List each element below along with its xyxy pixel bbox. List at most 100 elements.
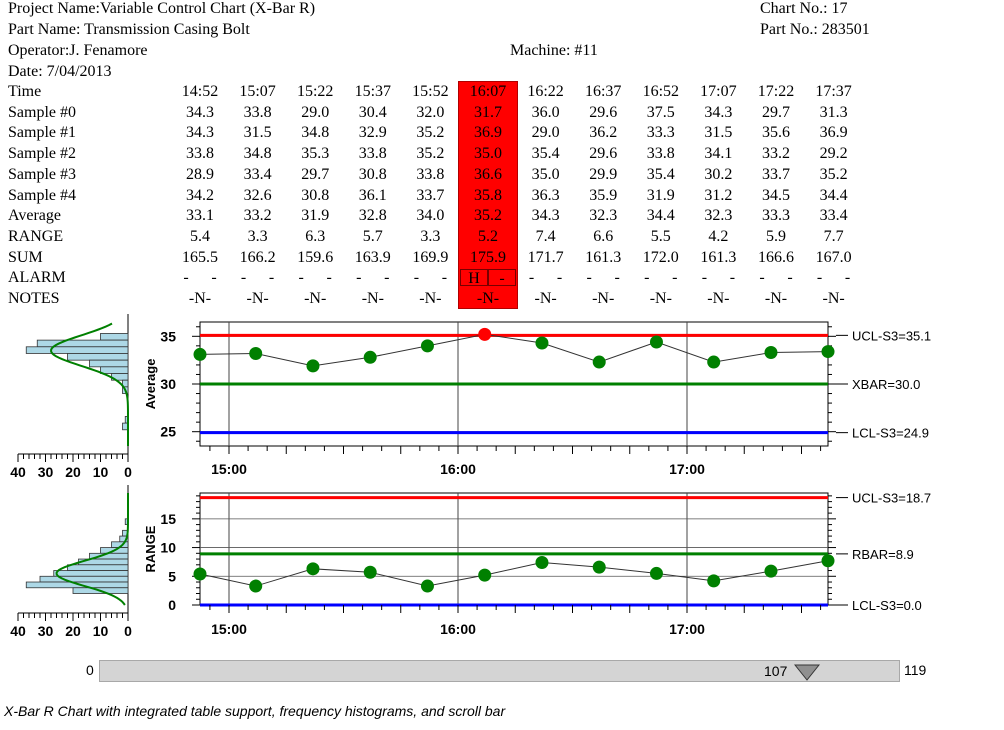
sample-cell: 34.8 (243, 145, 272, 163)
alarm-cell: - (268, 269, 275, 287)
normal-curve (50, 322, 129, 446)
data-point (478, 568, 492, 582)
time-cell: 15:22 (296, 83, 334, 100)
sample-cell: 30.2 (704, 165, 733, 183)
sample-cell: 29.0 (531, 124, 560, 142)
row-label: Average (8, 207, 61, 225)
scrollbar-thumb-triangle-icon[interactable] (794, 663, 820, 681)
row-label: Time (8, 83, 42, 100)
control-limit-label: RBAR=8.9 (852, 547, 914, 562)
histogram-axis-label: 10 (93, 464, 109, 480)
data-point (821, 554, 835, 568)
x-tick-label: 15:00 (211, 621, 247, 637)
time-cell: 16:52 (642, 83, 680, 100)
y-tick-label: 25 (160, 424, 176, 440)
control-limit-label: UCL-S3=18.7 (852, 491, 931, 506)
time-cell: 15:07 (239, 83, 276, 100)
alarm-cell: - (787, 269, 793, 287)
sample-cell: 33.3 (646, 124, 675, 142)
sample-cell: 35.6 (762, 124, 790, 142)
time-cell: 16:22 (527, 83, 564, 100)
data-point (649, 566, 663, 580)
histogram-axis-label: 0 (124, 623, 132, 639)
scrollbar[interactable]: 107 (99, 660, 900, 682)
x-tick-label: 17:00 (669, 461, 705, 477)
row-label: Sample #0 (8, 103, 76, 121)
alarm-cell: - (556, 269, 563, 287)
sample-cell: 35.4 (646, 165, 675, 183)
notes-cell: -N- (707, 290, 730, 307)
sample-cell: 29.9 (589, 165, 618, 183)
alarm-cell: - (644, 269, 650, 287)
sample-cell: 34.5 (762, 186, 790, 204)
histogram-bar (36, 339, 129, 348)
data-point (764, 564, 778, 578)
range-cell: 3.3 (420, 227, 441, 245)
alarm-cell: - (413, 269, 420, 287)
sum-cell: 175.9 (470, 248, 506, 266)
range-cell: 7.4 (535, 227, 556, 245)
alarm-cell: - (240, 269, 247, 287)
alarm-cell: - (729, 269, 736, 287)
notes-cell: -N- (361, 290, 384, 307)
data-point (707, 574, 721, 588)
sample-cell: 34.4 (819, 186, 848, 204)
sample-cell: 36.9 (474, 124, 502, 142)
sample-cell: 34.2 (186, 186, 214, 204)
sum-cell: 161.3 (700, 248, 737, 266)
scrollbar-max-label: 119 (904, 662, 927, 678)
control-limit-label: LCL-S3=0.0 (852, 598, 922, 613)
alarm-cell: - (211, 269, 217, 287)
machine: Machine: #11 (510, 42, 598, 59)
sample-cell: 32.9 (358, 124, 387, 142)
alarm-cell: - (298, 269, 304, 287)
row-label: Sample #4 (8, 186, 76, 204)
sample-cell: 32.0 (416, 103, 445, 121)
time-cell: 16:37 (584, 83, 622, 100)
sample-cell: 29.2 (819, 145, 848, 163)
sample-cell: 33.2 (762, 145, 790, 163)
notes-cell: -N- (649, 290, 672, 307)
data-point (649, 335, 663, 349)
time-cell: 17:22 (757, 83, 795, 100)
alarm-cell: - (586, 269, 592, 287)
data-point (193, 567, 207, 581)
time-cell: 16:07 (469, 83, 507, 100)
data-point (707, 355, 721, 369)
sample-cell: 30.8 (358, 165, 387, 183)
data-point (420, 339, 434, 353)
average-cell: 31.9 (301, 207, 330, 225)
sample-cell: 31.2 (704, 186, 733, 204)
range-cell: 5.4 (190, 227, 210, 245)
x-tick-label: 16:00 (440, 621, 476, 637)
range-cell: 5.2 (478, 227, 498, 245)
time-cell: 14:52 (181, 83, 219, 100)
sample-cell: 31.3 (819, 103, 848, 121)
sample-cell: 29.6 (589, 103, 618, 121)
operator: Operator:J. Fenamore (8, 42, 148, 59)
alarm-cell: - (326, 269, 332, 287)
sample-cell: 36.6 (474, 165, 502, 183)
histogram-axis-label: 0 (124, 464, 132, 480)
sum-cell: 171.7 (527, 248, 564, 266)
histogram-axis-label: 20 (65, 623, 81, 639)
time-cell: 17:37 (815, 83, 852, 100)
y-axis-label: Average (143, 359, 158, 410)
histogram-bar (39, 575, 129, 583)
notes-cell: -N- (764, 290, 788, 307)
alarm-cell: - (701, 269, 708, 287)
row-label: Sample #1 (8, 124, 76, 142)
sample-cell: 35.2 (416, 145, 445, 163)
histogram-bar (53, 570, 129, 577)
time-cell: 17:07 (700, 83, 737, 100)
sample-cell: 37.5 (646, 103, 675, 121)
range-cell: 6.3 (305, 227, 326, 245)
time-cell: 15:37 (354, 83, 392, 100)
notes-cell: -N- (419, 290, 442, 307)
sample-cell: 35.2 (416, 124, 445, 142)
sample-cell: 36.1 (358, 186, 387, 204)
scrollbar-value-label: 107 (764, 663, 788, 679)
alarm-cell: - (384, 269, 390, 287)
sample-cell: 34.3 (186, 103, 214, 121)
alarm-cell: - (441, 269, 448, 287)
